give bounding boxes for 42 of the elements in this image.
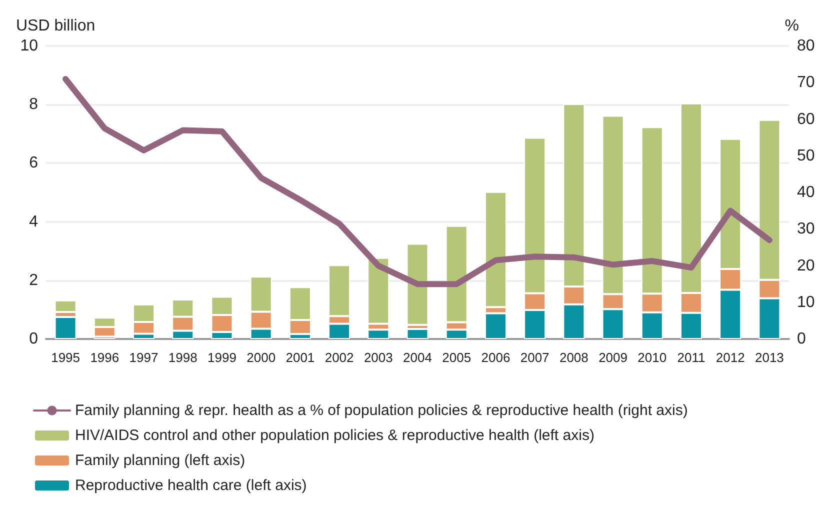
x-tick-label: 2006: [481, 350, 510, 365]
x-tick-label: 2003: [364, 350, 393, 365]
x-tick-label: 1999: [208, 350, 236, 365]
bar: [406, 329, 428, 339]
bar: [406, 244, 428, 325]
x-tick-label: 2007: [520, 350, 550, 365]
y2-tick-label: 50: [797, 147, 815, 164]
y2-tick-label: 60: [797, 110, 815, 128]
y2-axis-title: %: [784, 18, 799, 34]
y-tick-label: 10: [20, 38, 38, 54]
legend-label: Reproductive health care (left axis): [75, 477, 307, 494]
x-tick-label: 1995: [51, 350, 80, 365]
x-tick-label: 2010: [638, 350, 667, 365]
y-axis-title: USD billion: [16, 18, 96, 34]
y2-tick-label: 40: [797, 184, 815, 201]
y2-tick-label: 70: [797, 74, 815, 92]
y2-tick-label: 10: [797, 294, 815, 311]
y2-tick-label: 0: [797, 330, 806, 348]
legend-label: HIV/AIDS control and other population policies & reproductive health (left axis): [75, 427, 594, 444]
y-tick-label: 2: [29, 272, 38, 289]
y2-tick-label: 80: [797, 38, 815, 54]
x-tick-label: 2012: [716, 350, 745, 365]
x-tick-label: 2011: [677, 350, 706, 365]
x-tick-label: 2004: [403, 350, 432, 365]
x-tick-label: 2013: [754, 350, 784, 365]
x-tick-label: 1998: [168, 350, 198, 365]
x-tick-label: 2000: [246, 350, 276, 365]
x-tick-label: 2002: [324, 350, 354, 365]
x-tick-label: 2005: [442, 350, 472, 365]
y2-tick-label: 30: [797, 220, 815, 238]
y2-tick-label: 20: [797, 257, 815, 274]
x-tick-label: 2008: [559, 350, 588, 365]
legend-label: Family planning (left axis): [75, 452, 246, 469]
x-tick-label: 2001: [286, 350, 315, 365]
y-tick-label: 4: [29, 213, 38, 230]
y-tick-label: 8: [29, 96, 38, 114]
y-tick-label: 0: [29, 330, 38, 348]
x-tick-label: 1996: [90, 350, 120, 365]
x-tick-label: 1997: [129, 350, 158, 365]
y-tick-label: 6: [29, 154, 38, 172]
x-tick-label: 2009: [598, 350, 628, 365]
legend-label: Family planning & repr. health as a % of population policies & reproductive health (right axis): [75, 402, 688, 419]
